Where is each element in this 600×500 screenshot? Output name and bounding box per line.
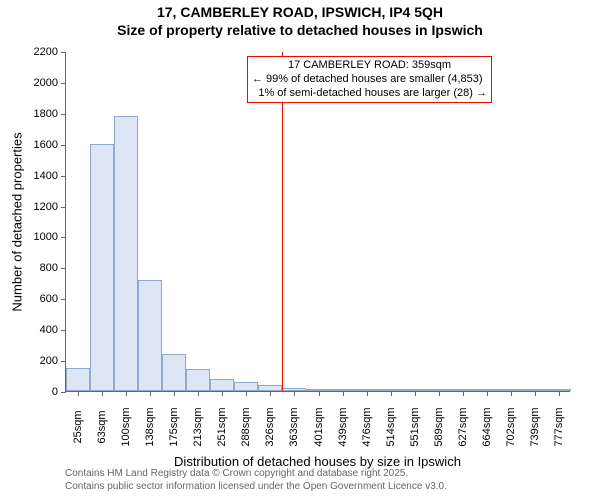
y-tick [61, 361, 66, 362]
x-tick [367, 391, 368, 396]
y-tick-label: 2000 [34, 77, 58, 89]
histogram-bar [451, 389, 475, 391]
x-tick-label: 777sqm [553, 407, 565, 446]
histogram-bar [258, 385, 282, 391]
x-tick [439, 391, 440, 396]
x-tick-label: 739sqm [529, 407, 541, 446]
x-tick [222, 391, 223, 396]
y-tick [61, 392, 66, 393]
x-tick-label: 288sqm [240, 407, 252, 446]
x-tick [463, 391, 464, 396]
footer-line1: Contains HM Land Registry data © Crown c… [65, 468, 408, 479]
histogram-bar [379, 389, 403, 391]
x-tick-label: 439sqm [337, 407, 349, 446]
y-tick-label: 1800 [34, 108, 58, 120]
histogram-bar [210, 379, 234, 391]
y-tick [61, 330, 66, 331]
x-tick [174, 391, 175, 396]
y-tick [61, 207, 66, 208]
histogram-bar [355, 389, 379, 391]
x-tick [343, 391, 344, 396]
x-tick [150, 391, 151, 396]
x-tick-label: 401sqm [313, 407, 325, 446]
y-tick-label: 200 [40, 355, 58, 367]
x-tick-label: 514sqm [385, 407, 397, 446]
chart-title-line2: Size of property relative to detached ho… [0, 22, 600, 38]
histogram-bar [186, 369, 210, 391]
x-tick [294, 391, 295, 396]
y-tick-label: 1600 [34, 139, 58, 151]
x-tick [319, 391, 320, 396]
x-tick [126, 391, 127, 396]
x-tick [511, 391, 512, 396]
x-tick [198, 391, 199, 396]
x-tick-label: 476sqm [361, 407, 373, 446]
annotation-line: 1% of semi-detached houses are larger (2… [252, 87, 487, 101]
y-tick-label: 0 [52, 386, 58, 398]
x-tick-label: 664sqm [481, 407, 493, 446]
histogram-bar [331, 389, 355, 391]
histogram-bar [114, 116, 138, 391]
x-tick [78, 391, 79, 396]
histogram-bar [66, 368, 90, 391]
y-tick [61, 83, 66, 84]
histogram-bar [162, 354, 186, 391]
y-tick-label: 400 [40, 324, 58, 336]
x-tick-label: 589sqm [433, 407, 445, 446]
histogram-bar [90, 144, 114, 391]
x-tick-label: 363sqm [288, 407, 300, 446]
x-tick [415, 391, 416, 396]
x-tick-label: 100sqm [120, 407, 132, 446]
x-axis-label: Distribution of detached houses by size … [65, 454, 570, 469]
histogram-bar [138, 280, 162, 391]
histogram-bar [282, 388, 306, 391]
y-tick [61, 176, 66, 177]
x-tick [270, 391, 271, 396]
x-tick-label: 702sqm [505, 407, 517, 446]
annotation-box: 17 CAMBERLEY ROAD: 359sqm← 99% of detach… [247, 56, 492, 103]
histogram-bar [475, 389, 499, 391]
annotation-line: ← 99% of detached houses are smaller (4,… [252, 73, 487, 87]
x-tick-label: 25sqm [72, 410, 84, 443]
y-tick-label: 800 [40, 262, 58, 274]
x-tick [391, 391, 392, 396]
x-tick [559, 391, 560, 396]
property-size-histogram: 17, CAMBERLEY ROAD, IPSWICH, IP4 5QH Siz… [0, 0, 600, 500]
x-tick-label: 213sqm [192, 407, 204, 446]
y-tick [61, 145, 66, 146]
annotation-line: 17 CAMBERLEY ROAD: 359sqm [252, 59, 487, 73]
y-tick-label: 1400 [34, 170, 58, 182]
x-tick-label: 63sqm [96, 410, 108, 443]
histogram-bar [234, 382, 258, 391]
x-tick-label: 551sqm [409, 407, 421, 446]
histogram-bar [427, 389, 451, 391]
y-tick [61, 268, 66, 269]
x-tick [487, 391, 488, 396]
histogram-bar [499, 389, 523, 391]
x-tick [102, 391, 103, 396]
footer-line2: Contains public sector information licen… [65, 481, 447, 492]
y-axis-label: Number of detached properties [10, 122, 25, 322]
chart-title-line1: 17, CAMBERLEY ROAD, IPSWICH, IP4 5QH [0, 4, 600, 20]
histogram-bar [547, 389, 571, 391]
histogram-bar [403, 389, 427, 391]
y-tick-label: 1200 [34, 201, 58, 213]
x-tick-label: 627sqm [457, 407, 469, 446]
y-tick [61, 52, 66, 53]
x-tick [246, 391, 247, 396]
x-tick-label: 138sqm [144, 407, 156, 446]
histogram-bar [523, 389, 547, 391]
y-tick [61, 237, 66, 238]
x-tick-label: 251sqm [216, 407, 228, 446]
x-tick-label: 175sqm [168, 407, 180, 446]
y-tick-label: 1000 [34, 231, 58, 243]
y-tick [61, 114, 66, 115]
y-tick [61, 299, 66, 300]
x-tick [535, 391, 536, 396]
y-tick-label: 2200 [34, 46, 58, 58]
x-tick-label: 326sqm [264, 407, 276, 446]
y-tick-label: 600 [40, 293, 58, 305]
histogram-bar [306, 389, 330, 391]
